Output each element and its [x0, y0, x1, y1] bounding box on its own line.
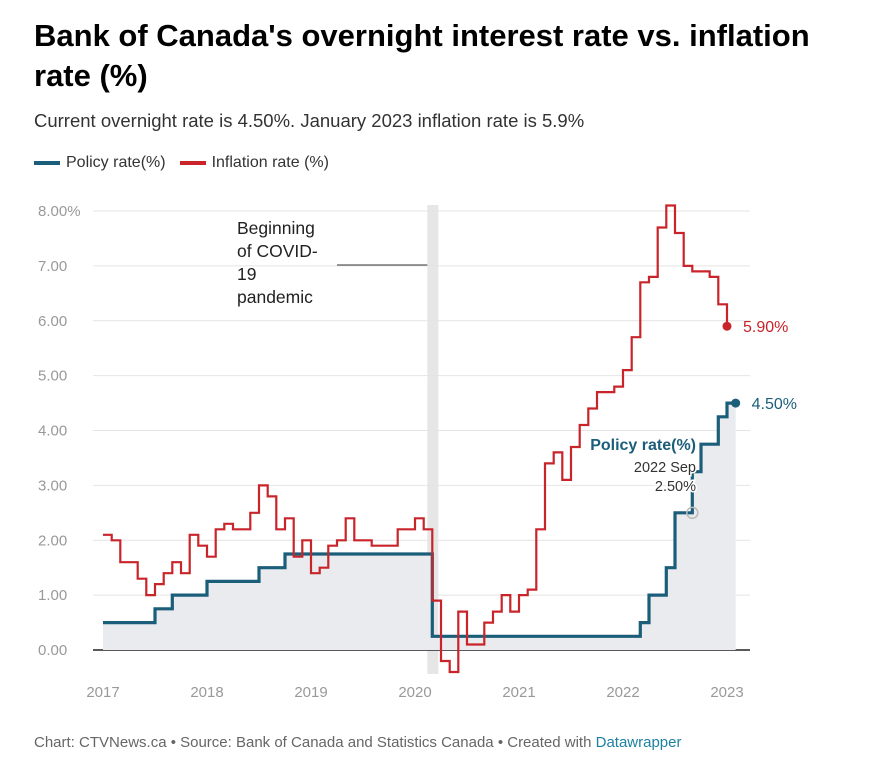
legend-label-policy: Policy rate(%): [66, 154, 166, 171]
legend-swatch-policy: [34, 161, 60, 165]
inflation-rate-line: [103, 204, 729, 674]
legend-label-inflation: Inflation rate (%): [211, 154, 329, 171]
policy-rate-line: [103, 401, 736, 638]
x-tick-label: 2018: [190, 684, 223, 701]
chart-title: Bank of Canada's overnight interest rate…: [34, 18, 810, 93]
policy-area: [103, 403, 736, 650]
legend-item-policy[interactable]: Policy rate(%): [34, 154, 166, 172]
y-tick-label: 5.00: [38, 368, 67, 385]
y-tick-label: 6.00: [38, 313, 67, 330]
covid-annotation-line: 19: [237, 264, 256, 284]
inflation-end-label: 5.90%: [743, 319, 788, 336]
y-tick-label: 8.00%: [38, 203, 81, 220]
y-tick-label: 7.00: [38, 258, 67, 275]
y-tick-label: 0.00: [38, 642, 67, 659]
footer-credit: Chart: CTVNews.ca • Source: Bank of Cana…: [34, 734, 596, 751]
x-tick-label: 2017: [86, 684, 119, 701]
legend-swatch-inflation: [179, 161, 206, 165]
chart-legend: Policy rate(%) Inflation rate (%): [34, 154, 343, 172]
x-tick-label: 2023: [710, 684, 743, 701]
x-tick-label: 2022: [606, 684, 639, 701]
policy-inline-label: Policy rate(%): [590, 437, 696, 454]
covid-annotation-line: of COVID-: [237, 241, 318, 261]
policy-end-dot: [731, 398, 741, 408]
sep-2022-annotation-line: 2022 Sep: [634, 460, 696, 476]
y-tick-label: 3.00: [38, 477, 67, 494]
x-tick-label: 2019: [294, 684, 327, 701]
chart-footer: Chart: CTVNews.ca • Source: Bank of Cana…: [34, 734, 682, 751]
legend-item-inflation[interactable]: Inflation rate (%): [179, 154, 329, 172]
chart-plot: 0.00 1.00 2.00 3.00 4.00 5.00 6.00 7.00 8.00% 201…: [38, 203, 797, 701]
chart-subtitle: Current overnight rate is 4.50%. January…: [34, 110, 585, 131]
policy-end-label: 4.50%: [752, 396, 797, 413]
x-tick-label: 2020: [398, 684, 431, 701]
y-tick-label: 2.00: [38, 532, 67, 549]
y-tick-label: 4.00: [38, 423, 67, 440]
inflation-end-dot: [722, 321, 732, 331]
covid-band: [427, 205, 439, 674]
sep-2022-highlight-ring: [686, 506, 699, 520]
covid-annotation-line: pandemic: [237, 287, 313, 307]
datawrapper-link[interactable]: Datawrapper: [595, 734, 682, 751]
sep-2022-annotation-line: 2.50%: [655, 479, 696, 495]
x-tick-label: 2021: [502, 684, 535, 701]
y-tick-label: 1.00: [38, 587, 67, 604]
covid-annotation-line: Beginning: [237, 218, 315, 238]
